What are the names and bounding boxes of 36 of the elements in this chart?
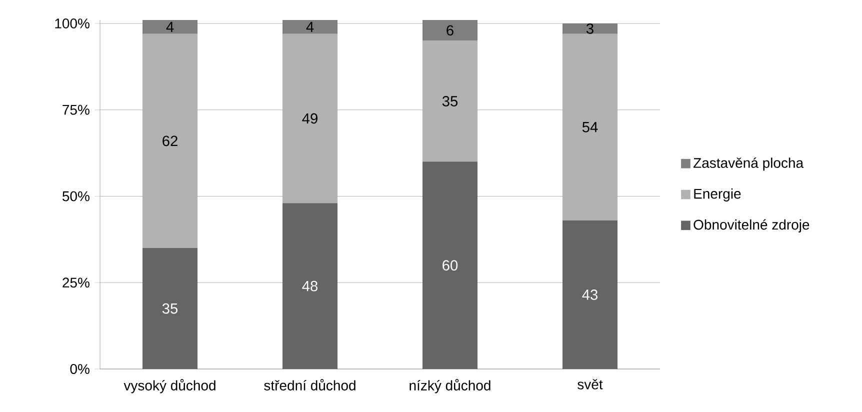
legend-label: Energie <box>694 188 741 202</box>
y-tick-label: 0% <box>70 364 90 374</box>
x-tick-label: vysoký důchod <box>124 379 216 394</box>
bar <box>422 162 478 369</box>
data-label: 4 <box>306 22 314 32</box>
y-tick-label: 100% <box>55 18 90 28</box>
bar <box>142 20 198 34</box>
x-tick-label: nízký důchod <box>410 379 490 394</box>
data-label: 60 <box>442 260 458 271</box>
legend-label: Obnovitelné zdroje <box>694 219 810 232</box>
bar <box>142 34 198 248</box>
y-tick-label: 25% <box>62 278 90 288</box>
data-label: 43 <box>582 290 598 300</box>
data-label: 62 <box>162 136 178 146</box>
data-label: 35 <box>162 303 178 314</box>
data-label: 35 <box>442 96 458 106</box>
data-label: 4 <box>166 22 174 32</box>
bar <box>282 203 338 369</box>
bar <box>282 34 338 204</box>
bar <box>422 40 478 162</box>
bar <box>142 248 198 369</box>
data-label: 3 <box>586 23 594 34</box>
y-tick-label: 50% <box>62 191 90 202</box>
x-tick-label: svět <box>578 379 603 390</box>
data-label: 49 <box>302 113 318 124</box>
bar <box>562 23 618 34</box>
data-label: 54 <box>582 122 598 132</box>
legend-label: Zastavěná plocha <box>694 157 804 171</box>
bar <box>422 20 478 41</box>
data-label: 48 <box>302 280 318 292</box>
bar <box>282 20 338 34</box>
y-tick-label: 75% <box>62 104 90 115</box>
data-label: 6 <box>446 25 454 36</box>
bar <box>562 34 618 220</box>
x-tick-label: střední důchod <box>264 379 356 390</box>
bar <box>562 220 618 369</box>
